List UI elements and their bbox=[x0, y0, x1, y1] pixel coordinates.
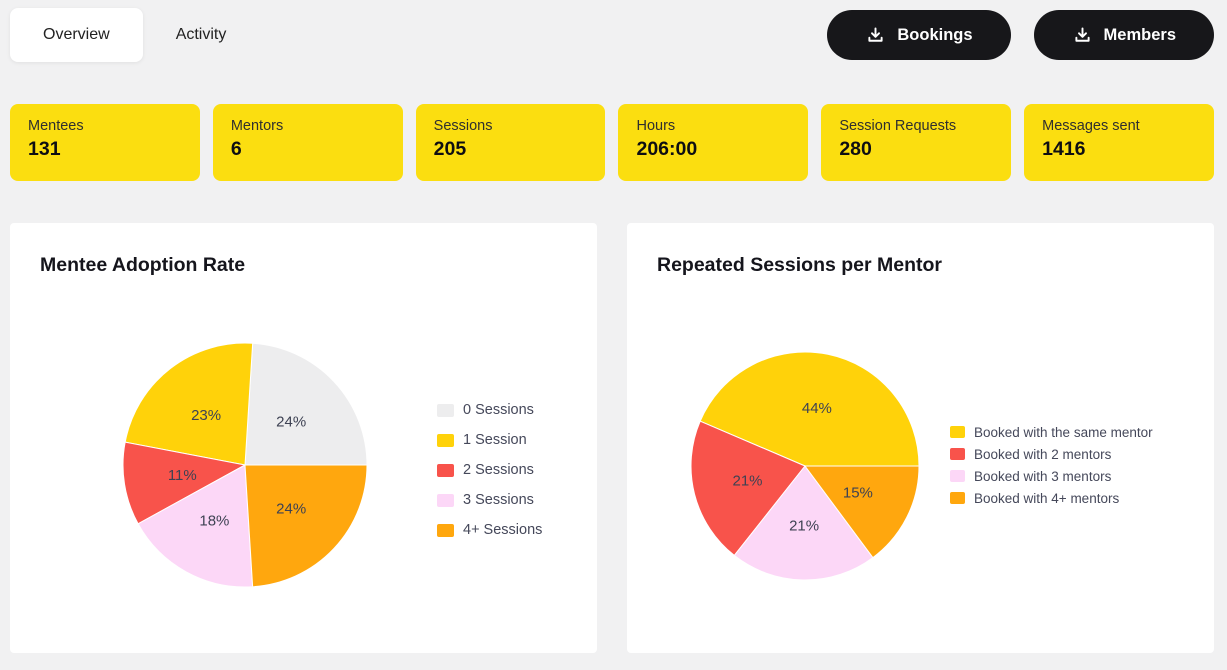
legend-label: Booked with 4+ mentors bbox=[974, 490, 1120, 506]
legend: 0 Sessions 1 Session 2 Sessions 3 Sessio… bbox=[437, 395, 542, 545]
pie-slice[interactable] bbox=[137, 464, 254, 588]
download-icon bbox=[1072, 25, 1093, 46]
tab-overview[interactable]: Overview bbox=[10, 8, 143, 62]
pie-slice-label: 11% bbox=[168, 467, 197, 484]
download-icon bbox=[865, 25, 886, 46]
legend-swatch bbox=[950, 426, 965, 438]
legend-item-3-mentors[interactable]: Booked with 3 mentors bbox=[950, 465, 1153, 487]
legend-label: Booked with 3 mentors bbox=[974, 468, 1112, 484]
stat-label: Mentors bbox=[230, 118, 284, 134]
legend-item-4plus-mentors[interactable]: Booked with 4+ mentors bbox=[950, 487, 1153, 509]
stat-value: 6 bbox=[230, 138, 242, 160]
legend-swatch bbox=[437, 403, 454, 417]
pie-slice[interactable] bbox=[244, 342, 368, 466]
pie-slice-label: 18% bbox=[199, 513, 229, 530]
legend-item-2-mentors[interactable]: Booked with 2 mentors bbox=[950, 443, 1153, 465]
mentee-adoption-rate-card: Mentee Adoption Rate 24% 23% 11% 18% 24% 0 S… bbox=[10, 223, 597, 653]
pie-slice-label: 44% bbox=[802, 400, 832, 417]
tab-bar: Overview Activity bbox=[10, 8, 259, 62]
pie-slice-label: 24% bbox=[276, 414, 306, 431]
pie-slice[interactable] bbox=[804, 465, 920, 559]
pie-slice[interactable] bbox=[244, 464, 368, 588]
stat-card-mentors: Mentors 6 bbox=[212, 104, 403, 181]
legend-label: 3 Sessions bbox=[463, 492, 534, 508]
stat-value: 280 bbox=[839, 138, 872, 160]
pie-slice[interactable] bbox=[699, 351, 920, 467]
stat-value: 1416 bbox=[1042, 138, 1086, 160]
pie-slice-label: 15% bbox=[843, 485, 873, 502]
legend-item-1-session[interactable]: 1 Session bbox=[437, 425, 542, 455]
legend-item-2-sessions[interactable]: 2 Sessions bbox=[437, 455, 542, 485]
bookings-button-label: Bookings bbox=[897, 25, 973, 44]
pie-slice-label: 21% bbox=[789, 517, 819, 534]
pie-slice-label: 24% bbox=[276, 500, 306, 517]
stat-card-messages-sent: Messages sent 1416 bbox=[1024, 104, 1214, 181]
stat-card-sessions: Sessions 205 bbox=[415, 104, 606, 181]
pie-slice[interactable] bbox=[124, 342, 254, 466]
legend-label: 2 Sessions bbox=[463, 462, 534, 478]
stat-label: Sessions bbox=[433, 118, 493, 134]
charts-row: Mentee Adoption Rate 24% 23% 11% 18% 24% 0 S… bbox=[0, 181, 1227, 653]
repeated-sessions-pie-chart[interactable]: 44% 21% 21% 15% bbox=[690, 351, 920, 581]
pie-slice-label: 21% bbox=[732, 473, 762, 490]
legend-swatch bbox=[437, 493, 454, 507]
pie-slice[interactable] bbox=[690, 420, 806, 557]
mentee-adoption-pie-chart[interactable]: 24% 23% 11% 18% 24% bbox=[122, 342, 368, 588]
legend-swatch bbox=[437, 433, 454, 447]
bookings-download-button[interactable]: Bookings bbox=[827, 10, 1011, 60]
repeated-sessions-per-mentor-card: Repeated Sessions per Mentor 44% 21% 21% 15… bbox=[627, 223, 1214, 653]
legend-label: 0 Sessions bbox=[463, 402, 534, 418]
legend-label: Booked with 2 mentors bbox=[974, 446, 1112, 462]
legend-label: 1 Session bbox=[463, 432, 527, 448]
legend-label: 4+ Sessions bbox=[463, 522, 543, 538]
stat-value: 206:00 bbox=[636, 138, 698, 160]
stat-card-mentees: Mentees 131 bbox=[10, 104, 200, 181]
legend-item-0-sessions[interactable]: 0 Sessions bbox=[437, 395, 542, 425]
legend-swatch bbox=[950, 492, 965, 504]
legend-label: Booked with the same mentor bbox=[974, 424, 1153, 440]
stat-label: Hours bbox=[636, 118, 676, 134]
chart-title: Repeated Sessions per Mentor bbox=[657, 254, 942, 276]
legend-swatch bbox=[950, 470, 965, 482]
legend: Booked with the same mentor Booked with … bbox=[950, 421, 1153, 509]
top-bar: Overview Activity Bookings Members bbox=[0, 0, 1227, 62]
stat-value: 131 bbox=[28, 138, 61, 160]
legend-item-same-mentor[interactable]: Booked with the same mentor bbox=[950, 421, 1153, 443]
stat-label: Messages sent bbox=[1042, 118, 1140, 134]
pie-slice[interactable] bbox=[733, 465, 874, 581]
legend-swatch bbox=[437, 463, 454, 477]
legend-item-3-sessions[interactable]: 3 Sessions bbox=[437, 485, 542, 515]
pie-slice-label: 23% bbox=[191, 407, 221, 424]
pie-slice[interactable] bbox=[122, 441, 247, 525]
stat-card-session-requests: Session Requests 280 bbox=[821, 104, 1012, 181]
stat-label: Session Requests bbox=[839, 118, 957, 134]
export-actions: Bookings Members bbox=[827, 10, 1214, 60]
legend-swatch bbox=[437, 523, 454, 537]
stats-row: Mentees 131 Mentors 6 Sessions 205 Hours… bbox=[0, 62, 1227, 181]
stat-card-hours: Hours 206:00 bbox=[618, 104, 809, 181]
tab-activity[interactable]: Activity bbox=[175, 26, 227, 43]
members-download-button[interactable]: Members bbox=[1033, 10, 1214, 60]
stat-label: Mentees bbox=[28, 118, 84, 134]
stat-value: 205 bbox=[433, 138, 467, 160]
legend-item-4plus-sessions[interactable]: 4+ Sessions bbox=[437, 515, 542, 545]
chart-title: Mentee Adoption Rate bbox=[40, 254, 246, 276]
legend-swatch bbox=[950, 448, 965, 460]
members-button-label: Members bbox=[1103, 25, 1176, 44]
